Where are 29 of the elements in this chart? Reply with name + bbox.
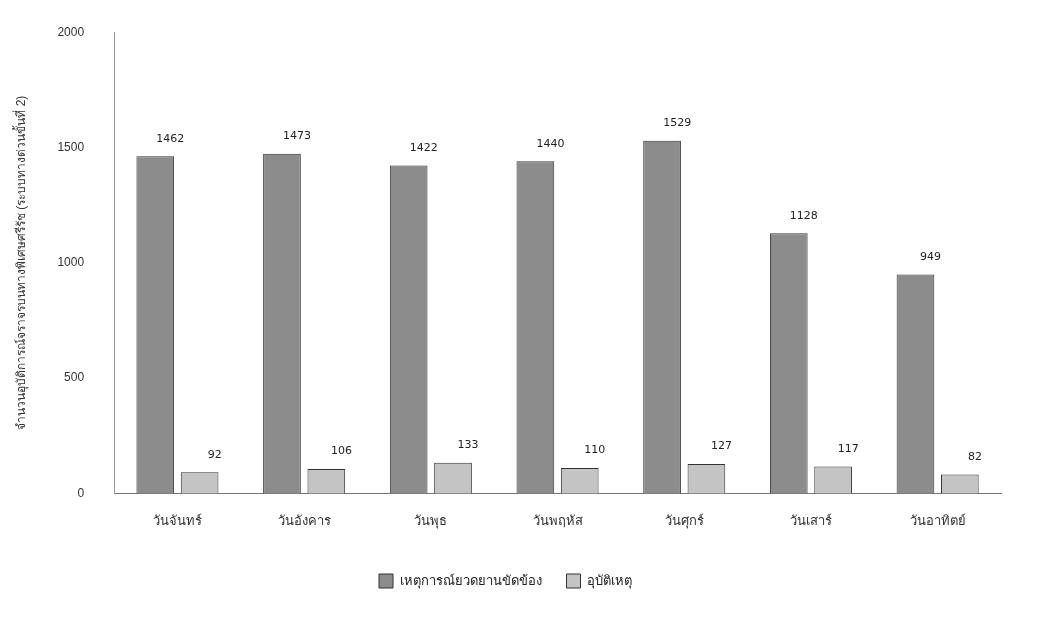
data-label: 1473 — [283, 129, 312, 143]
data-label: 110 — [584, 443, 606, 457]
x-tick-label: วันอังคาร — [277, 512, 331, 528]
x-tick-label: วันเสาร์ — [789, 512, 832, 528]
x-tick-label: วันอาทิตย์ — [909, 512, 966, 528]
data-label: 117 — [837, 441, 859, 455]
data-label: 1422 — [409, 140, 438, 154]
y-axis-title: จำนวนอุบัติการณ์จราจรบนทางพิเศษศรีรัช (ระบบทางด่วนขั้นที่ 2) — [11, 95, 29, 430]
data-label: 82 — [967, 449, 982, 463]
data-label: 133 — [457, 438, 479, 452]
x-tick-label: วันศุกร์ — [664, 512, 704, 529]
data-label: 1128 — [789, 208, 818, 222]
y-tick-label: 500 — [64, 370, 85, 385]
y-tick-label: 1500 — [57, 139, 85, 154]
legend-label: อุบัติเหตุ — [587, 572, 632, 589]
data-label: 1529 — [663, 116, 692, 130]
data-label: 106 — [330, 444, 352, 458]
data-label: 1462 — [156, 131, 185, 145]
data-label: 92 — [207, 447, 222, 461]
x-tick-label: วันพฤหัส — [532, 512, 583, 528]
y-tick-label: 0 — [77, 485, 85, 500]
x-tick-label: วันพุธ — [414, 512, 448, 529]
y-tick-label: 1000 — [57, 255, 85, 270]
x-tick-label: วันจันทร์ — [152, 512, 202, 528]
data-label: 949 — [920, 249, 942, 263]
legend-label: เหตุการณ์ยวดยานขัดข้อง — [399, 572, 542, 589]
y-tick-label: 2000 — [57, 24, 85, 39]
data-label: 1440 — [536, 136, 565, 150]
data-label: 127 — [711, 439, 732, 453]
